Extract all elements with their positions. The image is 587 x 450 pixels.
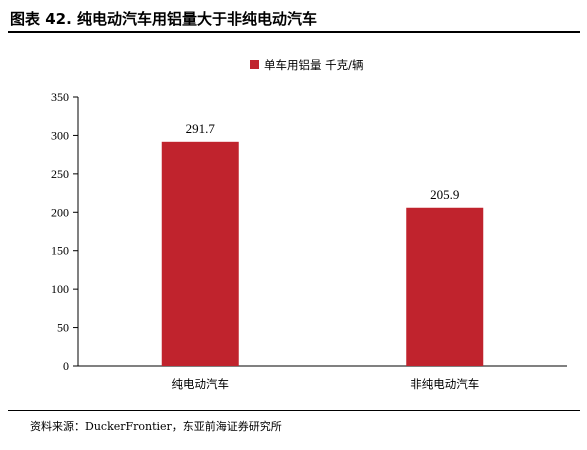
y-tick-label: 0 bbox=[63, 359, 69, 373]
y-tick-label: 200 bbox=[51, 205, 69, 219]
bar bbox=[406, 207, 484, 366]
figure-title: 图表 42. 纯电动汽车用铝量大于非纯电动汽车 bbox=[10, 10, 318, 28]
x-category-label: 纯电动汽车 bbox=[172, 377, 230, 391]
data-label: 291.7 bbox=[186, 121, 216, 136]
y-tick-label: 300 bbox=[51, 128, 69, 142]
y-axis: 0 50 100 150 200 250 300 350 bbox=[51, 90, 79, 373]
y-tick-label: 100 bbox=[51, 282, 69, 296]
x-category-label: 非纯电动汽车 bbox=[410, 377, 479, 391]
y-tick-label: 350 bbox=[51, 90, 69, 104]
x-axis: 纯电动汽车 非纯电动汽车 bbox=[78, 365, 567, 391]
data-labels: 291.7 205.9 bbox=[186, 121, 460, 202]
legend-swatch bbox=[250, 60, 259, 69]
legend-label: 单车用铝量 千克/辆 bbox=[264, 58, 364, 72]
bar bbox=[161, 141, 239, 366]
bars bbox=[161, 141, 484, 366]
y-tick-label: 50 bbox=[57, 321, 69, 335]
source-note: 资料来源：DuckerFrontier，东亚前海证券研究所 bbox=[30, 420, 282, 433]
legend: 单车用铝量 千克/辆 bbox=[250, 58, 364, 72]
data-label: 205.9 bbox=[430, 187, 459, 202]
footer-rule bbox=[8, 410, 580, 411]
y-tick-label: 250 bbox=[51, 167, 69, 181]
bar-chart: 单车用铝量 千克/辆 0 50 100 150 200 250 300 350 纯电动汽车 非纯… bbox=[51, 58, 567, 391]
title-rule bbox=[8, 31, 580, 33]
y-tick-label: 150 bbox=[51, 244, 69, 258]
